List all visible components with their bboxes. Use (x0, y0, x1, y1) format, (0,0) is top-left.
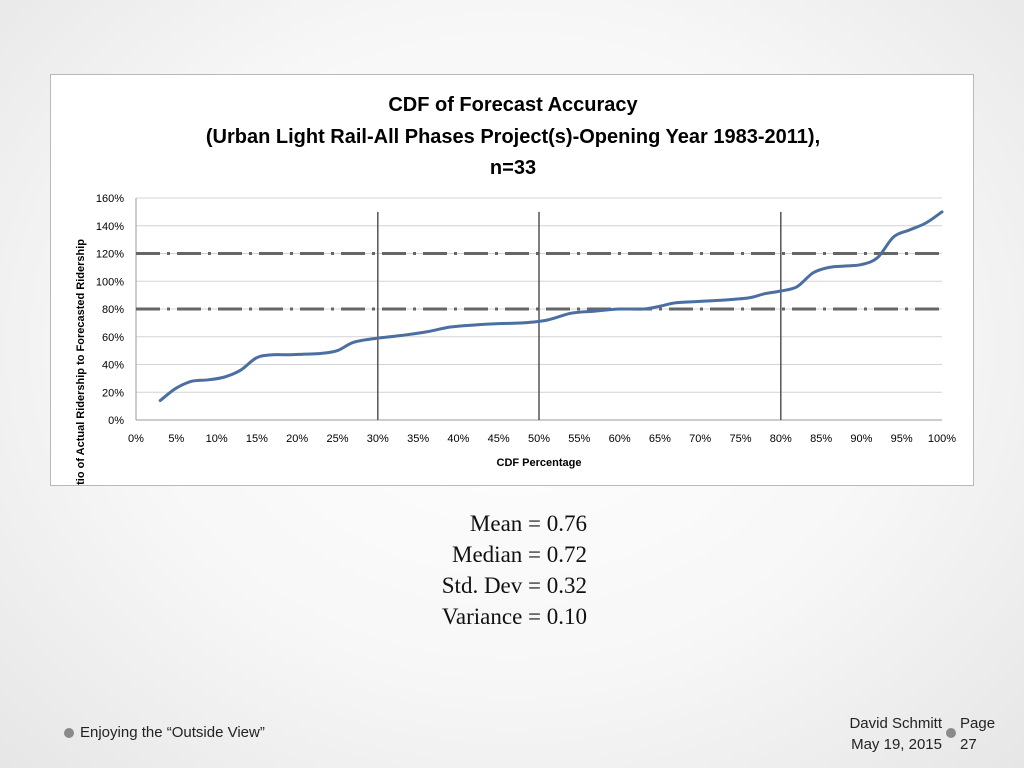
stat-mean: Mean = 0.76 (469, 511, 587, 536)
footer-author-date: David Schmitt May 19, 2015 (849, 713, 942, 755)
x-tick-label: 15% (246, 433, 268, 445)
x-tick-label: 50% (528, 433, 550, 445)
footer-left-bullet-icon (64, 728, 74, 738)
x-tick-label: 75% (729, 433, 751, 445)
y-tick-label: 100% (96, 276, 124, 288)
x-tick-label: 30% (367, 433, 389, 445)
y-tick-label: 60% (102, 332, 124, 344)
x-tick-label: 65% (649, 433, 671, 445)
x-tick-label: 55% (568, 433, 590, 445)
chart-title-line-3: n=33 (490, 157, 536, 179)
x-tick-labels: 0% 5% 10% 15% 20% 25% 30% 35% 40% 45% 50% 55% 60% 65%… (128, 433, 956, 445)
footer-page: Page 27 (960, 713, 995, 755)
y-tick-label: 80% (102, 304, 124, 316)
y-tick-label: 160% (96, 193, 124, 205)
x-tick-label: 95% (891, 433, 913, 445)
x-tick-label: 85% (810, 433, 832, 445)
series-line (158, 210, 944, 403)
x-tick-label: 90% (850, 433, 872, 445)
x-tick-label: 60% (609, 433, 631, 445)
footer-presentation-title: Enjoying the “Outside View” (80, 724, 265, 741)
chart-title-line-2: (Urban Light Rail-All Phases Project(s)-… (206, 126, 820, 148)
footer-page-number: 27 (960, 736, 977, 753)
footer-author: David Schmitt (849, 715, 942, 732)
y-axis-title: atio of Actual Ridership to Forecasted R… (75, 239, 87, 485)
x-tick-label: 45% (488, 433, 510, 445)
y-tick-label: 0% (108, 415, 124, 427)
stat-variance: Variance = 0.10 (441, 604, 587, 629)
stat-std-dev: Std. Dev = 0.32 (441, 573, 587, 598)
series-layer (158, 210, 944, 403)
x-tick-label: 40% (447, 433, 469, 445)
vertical-markers (377, 211, 782, 420)
x-tick-label: 35% (407, 433, 429, 445)
x-tick-label: 20% (286, 433, 308, 445)
chart-frame: CDF of Forecast Accuracy (Urban Light Ra… (50, 74, 974, 486)
cdf-chart: CDF of Forecast Accuracy (Urban Light Ra… (75, 94, 956, 485)
x-tick-label: 10% (206, 433, 228, 445)
y-tick-label: 40% (102, 360, 124, 372)
summary-statistics: Mean = 0.76 Median = 0.72 Std. Dev = 0.3… (442, 508, 587, 632)
x-tick-label: 5% (168, 433, 184, 445)
stat-median: Median = 0.72 (452, 542, 587, 567)
y-tick-label: 20% (102, 387, 124, 399)
footer-date: May 19, 2015 (851, 736, 942, 753)
footer-right-bullet-icon (946, 728, 956, 738)
x-tick-label: 0% (128, 433, 144, 445)
x-tick-label: 100% (928, 433, 956, 445)
x-tick-label: 80% (770, 433, 792, 445)
footer-page-label: Page (960, 715, 996, 732)
x-axis-title: CDF Percentage (497, 457, 582, 469)
y-tick-label: 140% (96, 221, 124, 233)
y-tick-labels: 0% 20% 40% 60% 80% 100% 120% 140% 160% (96, 193, 124, 427)
y-tick-label: 120% (96, 249, 124, 261)
chart-title-line-1: CDF of Forecast Accuracy (388, 94, 638, 116)
x-tick-label: 25% (326, 433, 348, 445)
x-tick-label: 70% (689, 433, 711, 445)
